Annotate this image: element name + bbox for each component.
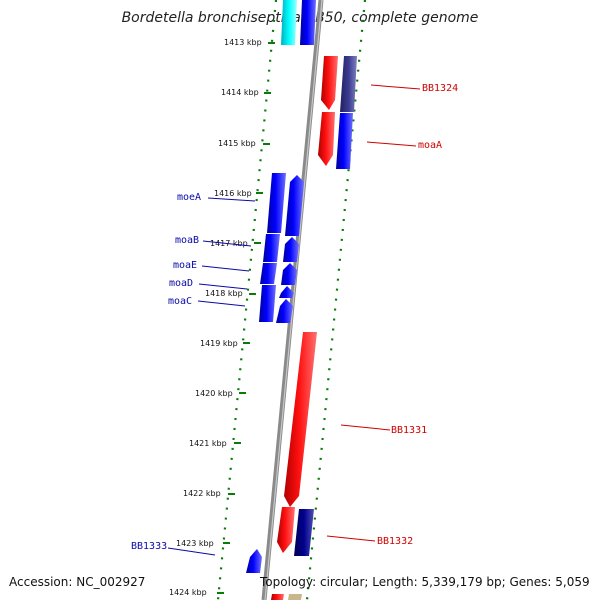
tick-label: 1414 kbp: [221, 88, 259, 97]
gene-moab-b[interactable]: [283, 237, 299, 262]
tick-label: 1415 kbp: [218, 139, 256, 148]
connector-bb1331: [340, 424, 391, 431]
gene-bb1332-navy[interactable]: [294, 509, 314, 556]
gene-label-bb1331[interactable]: BB1331: [391, 425, 427, 436]
gene-partial-red-bottom[interactable]: [271, 594, 284, 600]
connector-bb1333: [167, 547, 216, 556]
gene-label-moae[interactable]: moaE: [173, 260, 197, 271]
gene-moae-a[interactable]: [260, 263, 277, 284]
gene-label-moab[interactable]: moaB: [175, 235, 199, 246]
gene-bb1324[interactable]: [321, 56, 338, 110]
genome-summary-text: Topology: circular; Length: 5,339,179 bp…: [260, 575, 590, 589]
outer-guide-right: [305, 0, 367, 600]
tick-label: 1418 kbp: [205, 289, 243, 298]
tick-label: 1419 kbp: [200, 339, 238, 348]
tick-group-1422: 1422 kbp: [183, 489, 235, 498]
gene-label-bb1324[interactable]: BB1324: [422, 83, 458, 94]
connector-moad: [198, 283, 248, 290]
outer-guide-left: [216, 0, 278, 600]
gene-moac-a[interactable]: [259, 285, 276, 322]
tick-label: 1424 kbp: [169, 588, 207, 597]
gene-moea-b[interactable]: [285, 175, 304, 236]
connector-moae: [201, 265, 250, 272]
gene-partial-blue-top[interactable]: [300, 0, 316, 45]
gene-label-bb1333[interactable]: BB1333: [131, 541, 167, 552]
gene-moaa-blue[interactable]: [336, 113, 353, 169]
gene-label-bb1332[interactable]: BB1332: [377, 536, 413, 547]
gene-moea-a[interactable]: [267, 173, 286, 233]
backbone: [261, 0, 324, 600]
gene-moaa-red[interactable]: [318, 112, 335, 166]
tick-group-1423: 1423 kbp: [176, 539, 230, 548]
gene-partial-tan-bottom[interactable]: [288, 594, 302, 600]
tick-group-1421: 1421 kbp: [189, 439, 241, 448]
gene-partial-cyan[interactable]: [281, 0, 297, 45]
tick-label: 1422 kbp: [183, 489, 221, 498]
gene-moae-b[interactable]: [281, 263, 297, 285]
tick-group-1415: 1415 kbp: [218, 139, 270, 148]
tick-group-1418: 1418 kbp: [205, 289, 256, 298]
gene-label-moea[interactable]: moeA: [177, 192, 201, 203]
tick-group-1420: 1420 kbp: [195, 389, 246, 398]
tick-label: 1423 kbp: [176, 539, 214, 548]
gene-moac-b[interactable]: [276, 299, 293, 323]
tick-group-1414: 1414 kbp: [221, 88, 271, 97]
connector-moea: [207, 197, 256, 202]
tick-label: 1413 kbp: [224, 38, 262, 47]
backbone-highlight: [264, 0, 323, 600]
gene-moad[interactable]: [279, 286, 294, 298]
gene-bb1331[interactable]: [284, 332, 317, 507]
gene-label-moaa[interactable]: moaA: [418, 140, 442, 151]
tick-group-1424: 1424 kbp: [169, 588, 224, 597]
map-title: Bordetella bronchiseptica RB50, complete…: [121, 10, 479, 26]
tick-group-1413: 1413 kbp: [224, 38, 275, 47]
tick-group-1416: 1416 kbp: [214, 189, 263, 198]
connector-moac: [197, 300, 246, 307]
gene-moab-a[interactable]: [263, 234, 280, 262]
accession-text: Accession: NC_002927: [9, 575, 146, 589]
gene-bb1332[interactable]: [277, 507, 295, 553]
connector-moab: [202, 240, 252, 247]
tick-group-1419: 1419 kbp: [200, 339, 250, 348]
gene-label-moad[interactable]: moaD: [169, 278, 193, 289]
connector-bb1332: [326, 535, 376, 542]
tick-label: 1416 kbp: [214, 189, 252, 198]
gene-label-moac[interactable]: moaC: [168, 296, 192, 307]
tick-label: 1421 kbp: [189, 439, 227, 448]
tick-label: 1420 kbp: [195, 389, 233, 398]
connector-moaa: [366, 141, 417, 147]
gene-slate[interactable]: [340, 56, 357, 112]
gene-bb1333[interactable]: [246, 549, 262, 573]
connector-bb1324: [370, 84, 421, 90]
